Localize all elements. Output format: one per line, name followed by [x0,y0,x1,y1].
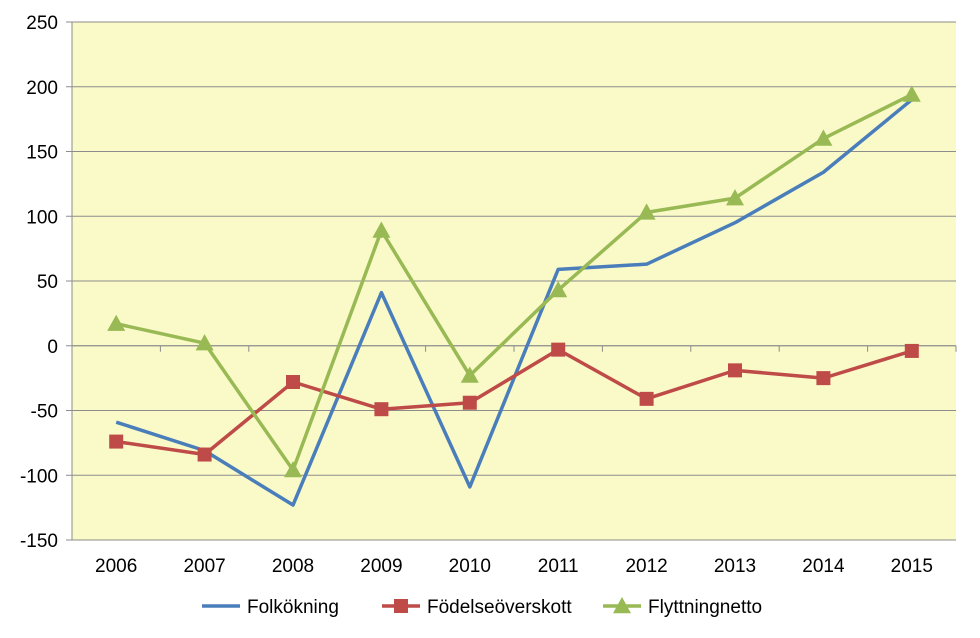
legend-label: Flyttningnetto [648,597,762,618]
x-tick-label: 2006 [95,556,137,577]
x-tick-label: 2013 [714,556,756,577]
legend-label: Folkökning [247,597,339,618]
data-point [637,203,656,220]
x-tick-label: 2014 [802,556,845,577]
data-point [814,129,833,146]
data-point [372,221,391,238]
series-2 [107,85,921,478]
y-tick-label: -50 [31,402,58,423]
data-point [902,85,921,102]
data-point [460,366,479,383]
x-tick-label: 2010 [449,556,491,577]
y-tick-label: 150 [26,143,58,164]
legend-item-1: Födelseöverskott [382,597,572,618]
y-tick-label: 250 [26,13,58,34]
legend-label: Födelseöverskott [427,597,572,618]
data-point [904,343,919,358]
y-axis-tick-labels: 250 200 150 100 50 0 -50 -100 -150 [20,13,58,552]
x-tick-label: 2015 [891,556,933,577]
data-point [726,189,744,206]
axes [66,21,957,541]
y-tick-label: -150 [20,531,58,552]
data-point [109,434,124,449]
series-1 [109,342,919,462]
y-tick-label: 200 [26,78,58,99]
data-point [374,402,389,417]
legend-item-0: Folkökning [202,597,339,618]
x-tick-label: 2009 [360,556,402,577]
x-axis-tick-labels: 2006 2007 2008 2009 2010 2011 2012 2013 2014 2015 [95,556,933,577]
data-point [728,363,742,378]
series-group [107,85,921,507]
data-point [197,447,212,462]
legend-marker [394,599,408,613]
y-tick-label: 100 [26,207,58,228]
data-point [284,461,302,478]
data-point [462,395,477,410]
y-tick-label: 50 [37,272,58,293]
legend-item-2: Flyttningnetto [603,597,762,618]
data-point [639,391,654,406]
data-point [816,371,831,386]
data-point [107,314,126,331]
x-tick-label: 2012 [625,556,667,577]
series-line [115,92,913,472]
y-tick-label: -100 [20,466,58,487]
data-point [551,342,566,357]
x-tick-label: 2008 [272,556,314,577]
series-line [115,347,913,457]
data-point [195,334,214,351]
legend: Folkökning Födelseöverskott Flyttningnetto [202,597,762,618]
x-tick-label: 2011 [538,556,579,577]
data-point [549,281,568,298]
data-point [286,375,300,390]
legend-marker [613,597,631,614]
y-tick-label: 0 [47,337,58,358]
x-tick-label: 2007 [183,556,225,577]
